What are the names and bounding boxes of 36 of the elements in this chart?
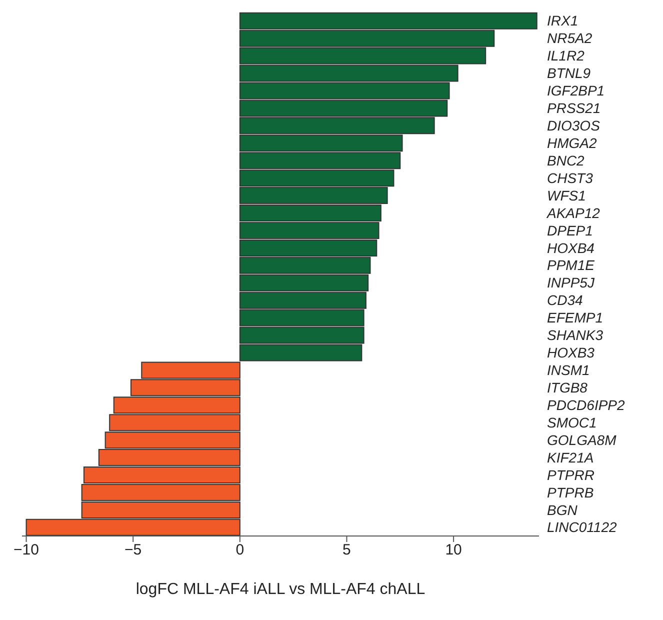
x-axis-title: logFC MLL-AF4 iALL vs MLL-AF4 chALL — [136, 581, 426, 598]
y-tick-label: CD34 — [547, 292, 584, 308]
y-tick-label: IL1R2 — [547, 48, 585, 64]
x-tick-label: 0 — [236, 542, 244, 559]
y-tick-label: HOXB3 — [547, 344, 595, 361]
y-tick-label: SMOC1 — [547, 414, 597, 430]
y-tick-label: BGN — [547, 502, 578, 518]
y-tick-label: WFS1 — [547, 187, 586, 204]
y-tick-label: GOLGA8M — [547, 432, 617, 448]
y-tick-label: BTNL9 — [547, 65, 591, 82]
y-tick-label: HMGA2 — [547, 134, 597, 151]
y-tick-label: PPM1E — [547, 257, 596, 274]
y-tick-label: HOXB4 — [547, 240, 595, 256]
y-tick-label: PTPRB — [547, 484, 594, 500]
y-tick-label: KIF21A — [547, 449, 594, 466]
y-tick-label: SHANK3 — [547, 327, 604, 344]
y-tick-label: EFEMP1 — [547, 310, 604, 326]
x-tick-label: −5 — [124, 542, 142, 559]
y-tick-label: DIO3OS — [547, 118, 601, 134]
y-tick-label: CHST3 — [547, 170, 594, 186]
y-tick-label: INPP5J — [547, 274, 596, 291]
y-tick-label: BNC2 — [547, 152, 585, 168]
x-tick-label: −10 — [14, 542, 39, 559]
y-tick-label: INSM1 — [547, 362, 590, 378]
y-tick-label: IRX1 — [547, 12, 578, 29]
y-tick-label: IGF2BP1 — [547, 82, 605, 99]
y-tick-label: PDCD6IPP2 — [547, 396, 626, 413]
y-tick-label: PTPRR — [547, 466, 594, 483]
y-tick-label: AKAP12 — [546, 204, 600, 221]
x-tick-label: 10 — [445, 542, 462, 559]
y-tick-label: PRSS21 — [547, 100, 601, 116]
y-tick-label: NR5A2 — [547, 30, 592, 46]
y-tick-label: LINC01122 — [547, 519, 617, 536]
x-tick-label: 5 — [342, 542, 351, 559]
y-tick-label: DPEP1 — [547, 222, 593, 238]
y-tick-label: ITGB8 — [547, 380, 588, 396]
